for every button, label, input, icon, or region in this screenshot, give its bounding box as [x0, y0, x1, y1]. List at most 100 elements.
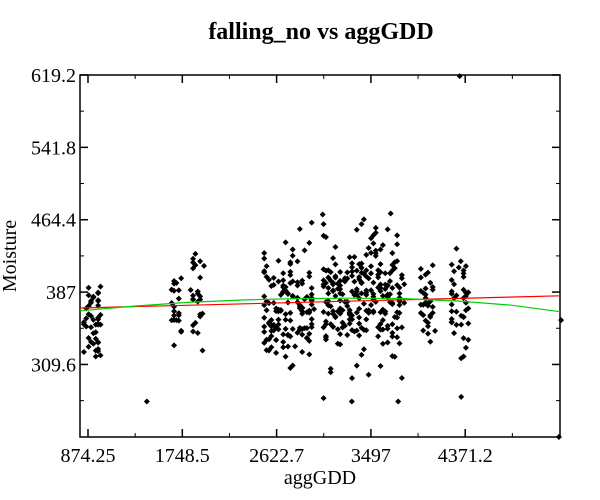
- data-point: [197, 311, 204, 318]
- data-point: [365, 371, 372, 378]
- data-point: [289, 252, 296, 259]
- data-point: [432, 327, 439, 334]
- chart-title: falling_no vs aggGDD: [208, 19, 433, 45]
- data-point: [201, 262, 208, 269]
- data-point: [455, 264, 462, 271]
- data-point: [394, 232, 401, 239]
- data-point: [320, 277, 327, 284]
- data-point: [398, 275, 405, 282]
- data-point: [427, 338, 434, 345]
- data-point: [337, 268, 344, 275]
- data-point: [360, 300, 367, 307]
- data-point: [97, 283, 104, 290]
- data-point: [462, 263, 469, 270]
- data-point: [88, 324, 95, 331]
- data-point: [287, 280, 294, 287]
- data-point: [363, 251, 370, 258]
- data-point: [280, 277, 287, 284]
- data-point: [275, 308, 282, 315]
- data-point: [330, 287, 337, 294]
- data-point: [382, 281, 389, 288]
- data-point: [358, 351, 365, 358]
- data-point: [389, 284, 396, 291]
- data-point: [394, 325, 401, 332]
- data-point: [460, 335, 467, 342]
- data-point: [261, 328, 268, 335]
- data-point: [282, 353, 289, 360]
- data-point: [448, 290, 455, 297]
- x-tick-label: 3497: [351, 445, 391, 467]
- data-point: [417, 274, 424, 281]
- data-point: [353, 362, 360, 369]
- data-point: [422, 291, 429, 298]
- data-point: [346, 309, 353, 316]
- data-point: [389, 321, 396, 328]
- data-point: [349, 375, 356, 382]
- data-point: [337, 286, 344, 293]
- data-point: [330, 323, 337, 330]
- data-point: [344, 269, 351, 276]
- data-point: [194, 329, 201, 336]
- data-point: [341, 322, 348, 329]
- data-point: [292, 343, 299, 350]
- data-point: [394, 241, 401, 248]
- data-point: [263, 336, 270, 343]
- data-point: [337, 331, 344, 338]
- data-point: [199, 347, 206, 354]
- data-point: [80, 321, 87, 328]
- data-point: [263, 347, 270, 354]
- data-point: [424, 319, 431, 326]
- data-point: [358, 280, 365, 287]
- data-point: [296, 226, 303, 233]
- data-point: [365, 309, 372, 316]
- data-point: [192, 250, 199, 257]
- data-point: [451, 281, 458, 288]
- data-point: [356, 320, 363, 327]
- data-point: [379, 317, 386, 324]
- data-point: [320, 281, 327, 288]
- data-point: [284, 290, 291, 297]
- data-point: [451, 268, 458, 275]
- data-point: [97, 352, 104, 359]
- data-point: [398, 375, 405, 382]
- data-point: [308, 291, 315, 298]
- y-tick-label: 464.4: [31, 210, 76, 232]
- data-point: [465, 289, 472, 296]
- data-point: [387, 270, 394, 277]
- data-point: [190, 328, 197, 335]
- data-point: [190, 259, 197, 266]
- data-point: [85, 311, 92, 318]
- data-point: [353, 226, 360, 233]
- data-point: [460, 314, 467, 321]
- data-point: [90, 316, 97, 323]
- x-tick-label: 2622.7: [249, 445, 304, 467]
- data-point: [92, 353, 99, 360]
- data-point: [356, 332, 363, 339]
- data-point: [171, 278, 178, 285]
- data-point: [377, 362, 384, 369]
- data-point: [358, 260, 365, 267]
- data-point: [356, 314, 363, 321]
- data-point: [448, 308, 455, 315]
- data-point: [90, 294, 97, 301]
- data-point: [358, 264, 365, 271]
- data-point: [360, 216, 367, 223]
- data-point: [289, 246, 296, 253]
- data-point: [171, 287, 178, 294]
- quadratic-fit-line: [79, 297, 561, 313]
- data-point: [280, 284, 287, 291]
- data-point: [363, 289, 370, 296]
- data-point: [287, 309, 294, 316]
- data-point: [339, 291, 346, 298]
- data-point: [299, 348, 306, 355]
- data-point: [273, 337, 280, 344]
- data-point: [370, 308, 377, 315]
- data-point: [424, 302, 431, 309]
- data-point: [389, 353, 396, 360]
- data-point: [187, 287, 194, 294]
- data-point: [178, 328, 185, 335]
- data-point: [325, 310, 332, 317]
- data-point: [368, 270, 375, 277]
- data-point: [332, 244, 339, 251]
- data-point: [555, 434, 562, 440]
